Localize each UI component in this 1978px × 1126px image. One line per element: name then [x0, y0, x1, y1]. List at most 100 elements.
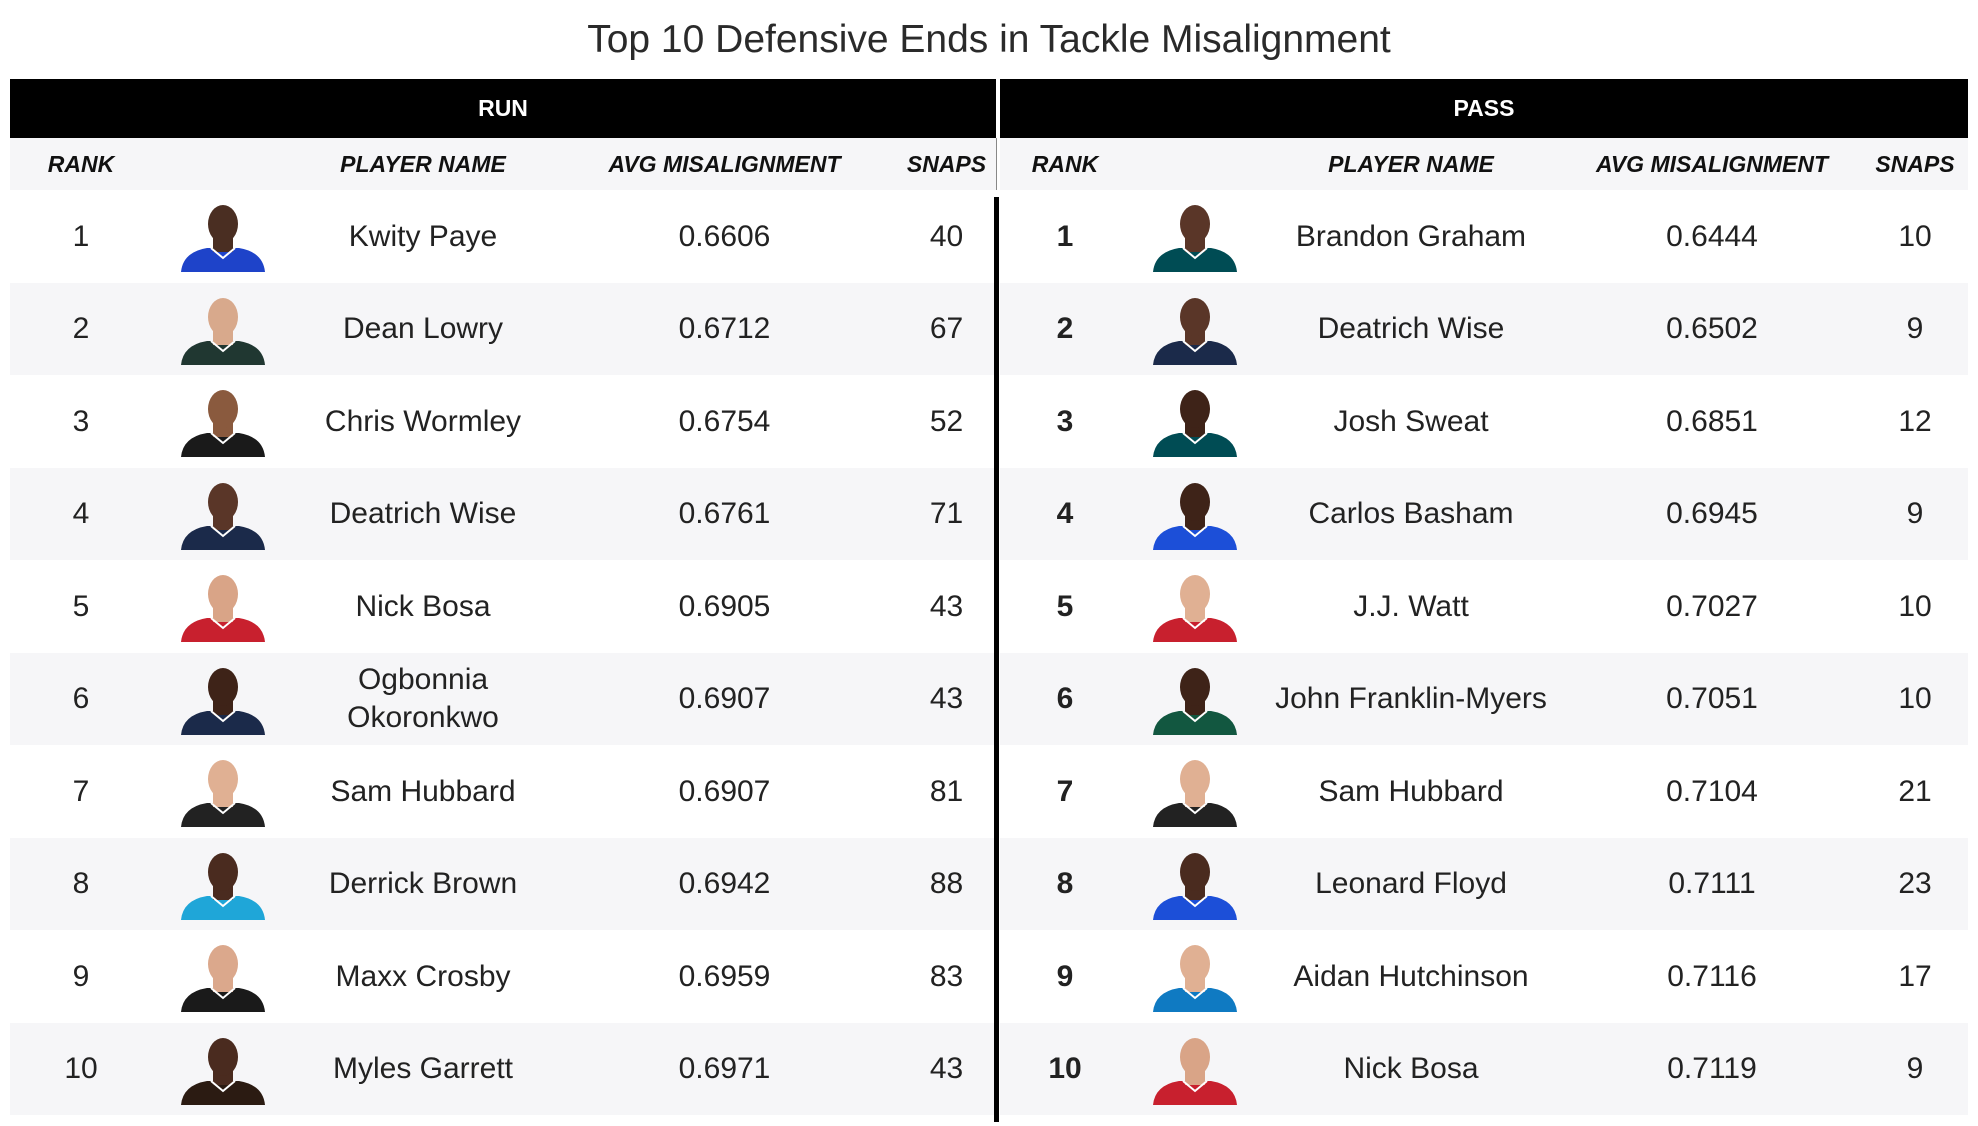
photo-cell — [1130, 190, 1260, 283]
rank-cell: 9 — [72, 959, 90, 993]
table-row: 8 Derrick Brown 0.6942 88 — [10, 837, 996, 931]
run-panel: RUN RANK PLAYER NAME AVG MISALIGNMENT SN… — [10, 79, 996, 1115]
player-headshot-icon — [1153, 667, 1237, 735]
table-row: 10 Myles Garrett 0.6971 43 — [10, 1022, 996, 1116]
table-row: 5 J.J. Watt 0.7027 10 — [1000, 560, 1968, 653]
snaps-cell: 9 — [1906, 1052, 1924, 1085]
snaps-cell: 9 — [1906, 312, 1924, 345]
run-group-header: RUN — [10, 79, 996, 138]
rank-cell: 5 — [72, 589, 90, 623]
column-header-player-name: PLAYER NAME — [340, 150, 506, 177]
photo-cell — [1130, 653, 1260, 746]
rank-cell: 1 — [1056, 219, 1074, 253]
player-headshot-icon — [1153, 205, 1237, 273]
photo-cell — [152, 375, 294, 468]
player-headshot-icon — [1153, 1037, 1237, 1105]
avg-misalignment-cell: 0.6712 — [678, 312, 771, 345]
column-header-photo — [1130, 138, 1260, 190]
player-headshot-icon — [1153, 760, 1237, 828]
player-name-cell: Ogbonnia Okoronkwo — [347, 663, 499, 734]
player-name-cell: Aidan Hutchinson — [1293, 959, 1529, 993]
player-name-cell: Deatrich Wise — [1317, 312, 1505, 345]
photo-cell — [152, 745, 294, 838]
rank-cell: 10 — [64, 1052, 98, 1085]
player-name-cell: Nick Bosa — [1343, 1052, 1479, 1085]
column-header-snaps: SNAPS — [906, 150, 987, 177]
avg-misalignment-cell: 0.6907 — [678, 774, 771, 808]
player-headshot-icon — [181, 390, 265, 458]
rank-cell: 7 — [72, 774, 90, 808]
column-header-snaps: SNAPS — [1875, 150, 1955, 177]
photo-cell — [152, 1023, 294, 1116]
avg-misalignment-cell: 0.7119 — [1667, 1052, 1757, 1085]
avg-misalignment-cell: 0.6971 — [678, 1052, 771, 1085]
player-name-cell: Josh Sweat — [1333, 404, 1489, 438]
panel-divider — [994, 197, 999, 1122]
player-name-cell: Sam Hubbard — [330, 774, 516, 808]
table-row: 1 Kwity Paye 0.6606 40 — [10, 190, 996, 283]
rank-cell: 8 — [1056, 867, 1074, 900]
photo-cell — [152, 283, 294, 376]
snaps-cell: 43 — [929, 1052, 964, 1085]
player-headshot-icon — [181, 760, 265, 828]
rank-cell: 4 — [1056, 497, 1074, 530]
snaps-cell: 10 — [1898, 219, 1932, 253]
pass-table-body: 1 Brandon Graham 0.6444 10 2 Deatrich Wise 0.6… — [1000, 190, 1968, 1115]
photo-cell — [152, 930, 294, 1023]
table-row: 4 Deatrich Wise 0.6761 71 — [10, 467, 996, 561]
player-headshot-icon — [181, 945, 265, 1013]
snaps-cell: 43 — [929, 682, 964, 715]
photo-cell — [1130, 838, 1260, 931]
avg-misalignment-cell: 0.7104 — [1666, 774, 1758, 808]
avg-misalignment-cell: 0.6905 — [678, 589, 771, 623]
table-row: 6 John Franklin-Myers 0.7051 10 — [1000, 652, 1968, 746]
chart-title: Top 10 Defensive Ends in Tackle Misalign… — [587, 18, 1391, 61]
column-header-photo — [152, 138, 294, 190]
snaps-cell: 40 — [929, 219, 964, 253]
player-headshot-icon — [181, 575, 265, 643]
table-row: 9 Aidan Hutchinson 0.7116 17 — [1000, 930, 1968, 1023]
avg-misalignment-cell: 0.6959 — [678, 959, 771, 993]
table-row: 7 Sam Hubbard 0.7104 21 — [1000, 745, 1968, 838]
photo-cell — [1130, 745, 1260, 838]
avg-misalignment-cell: 0.6444 — [1666, 219, 1758, 253]
player-headshot-icon — [1153, 575, 1237, 643]
player-headshot-icon — [1153, 852, 1237, 920]
table-row: 7 Sam Hubbard 0.6907 81 — [10, 745, 996, 838]
player-headshot-icon — [1153, 945, 1237, 1013]
avg-misalignment-cell: 0.6945 — [1666, 497, 1758, 530]
player-headshot-icon — [181, 667, 265, 735]
avg-misalignment-cell: 0.7111 — [1668, 867, 1756, 900]
rank-cell: 3 — [72, 404, 90, 438]
photo-cell — [152, 468, 294, 561]
table-row: 5 Nick Bosa 0.6905 43 — [10, 560, 996, 653]
snaps-cell: 10 — [1898, 589, 1932, 623]
avg-misalignment-cell: 0.6606 — [678, 219, 771, 253]
player-name-cell: Sam Hubbard — [1318, 774, 1504, 808]
photo-cell — [152, 190, 294, 283]
player-name-cell: Kwity Paye — [348, 219, 498, 253]
table-row: 3 Josh Sweat 0.6851 12 — [1000, 375, 1968, 468]
player-name-cell: Leonard Floyd — [1315, 867, 1507, 900]
table-row: 4 Carlos Basham 0.6945 9 — [1000, 467, 1968, 561]
photo-cell — [152, 838, 294, 931]
player-name-cell: John Franklin-Myers — [1275, 682, 1547, 715]
snaps-cell: 9 — [1906, 497, 1924, 530]
snaps-cell: 67 — [929, 312, 964, 345]
rank-cell: 10 — [1048, 1052, 1082, 1085]
photo-cell — [1130, 1023, 1260, 1116]
photo-cell — [1130, 560, 1260, 653]
rank-cell: 4 — [72, 497, 90, 530]
player-name-cell: Nick Bosa — [355, 589, 491, 623]
column-header-rank: RANK — [1031, 150, 1099, 177]
player-name-cell: Maxx Crosby — [335, 959, 511, 993]
table-row: 10 Nick Bosa 0.7119 9 — [1000, 1022, 1968, 1116]
avg-misalignment-cell: 0.6502 — [1666, 312, 1758, 345]
player-name-cell: Carlos Basham — [1308, 497, 1514, 530]
avg-misalignment-cell: 0.6754 — [678, 404, 771, 438]
avg-misalignment-cell: 0.6942 — [678, 867, 771, 900]
table-row: 8 Leonard Floyd 0.7111 23 — [1000, 837, 1968, 931]
photo-cell — [1130, 468, 1260, 561]
player-name-cell: J.J. Watt — [1353, 589, 1469, 623]
snaps-cell: 12 — [1898, 404, 1932, 438]
